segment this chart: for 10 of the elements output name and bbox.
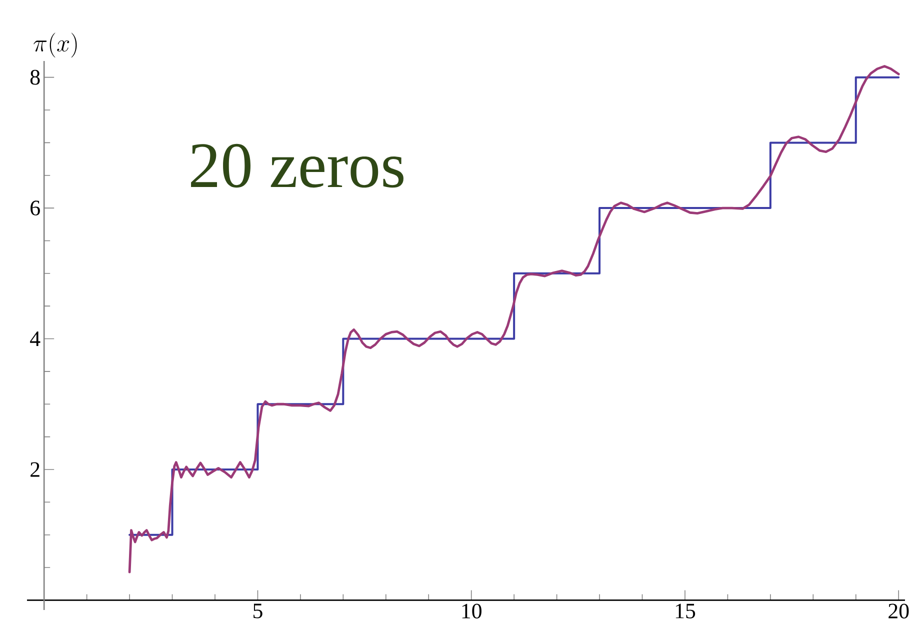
y-tick-label: 6: [30, 200, 40, 216]
y-tick-label: 8: [30, 70, 40, 85]
annotation: 20 zeros: [191, 144, 404, 188]
x-tick-label: 5: [254, 604, 262, 618]
y-tick-label: 2: [30, 462, 40, 477]
x-tick-label: 10: [462, 604, 482, 619]
y-axis-title: $\pi(x)$: [34, 32, 77, 58]
y-tick-label: 4: [30, 332, 40, 346]
x-tick-label: 20: [888, 604, 909, 619]
x-tick-label: 15: [676, 604, 696, 618]
